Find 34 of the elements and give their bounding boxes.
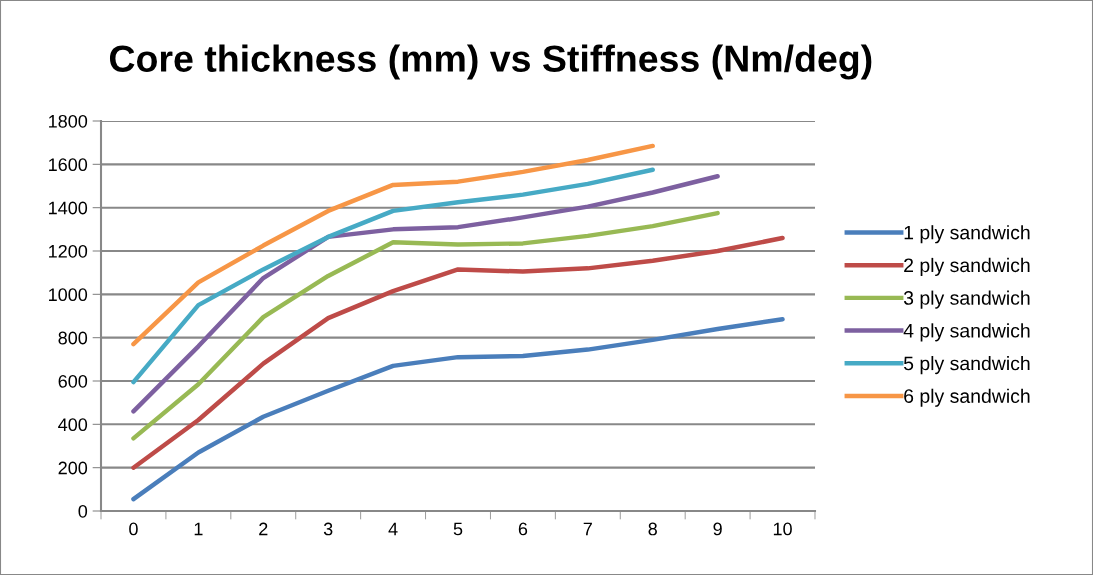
- line-series: [131, 317, 785, 502]
- y-tick-label: 200: [58, 461, 88, 475]
- legend-label: 2 ply sandwich: [904, 257, 1030, 276]
- line-series: [131, 174, 720, 414]
- line-series: [131, 167, 655, 385]
- x-tick-label: 7: [583, 522, 592, 536]
- y-tick-label: 0: [78, 504, 88, 518]
- legend-label: 3 ply sandwich: [903, 290, 1030, 309]
- line-series: [131, 143, 655, 347]
- legend-label: 4 ply sandwich: [903, 323, 1030, 342]
- x-tick-label: 4: [388, 522, 398, 536]
- y-tick-label: 1800: [49, 114, 88, 128]
- y-tick-label: 600: [58, 374, 88, 388]
- x-tick-label: 2: [259, 522, 268, 536]
- legend-label: 6 ply sandwich: [904, 388, 1030, 407]
- legend-label: 5 ply sandwich: [903, 356, 1030, 375]
- y-tick-label: 400: [58, 418, 88, 432]
- y-tick-label: 800: [58, 331, 88, 345]
- chart-title: Core thickness (mm) vs Stiffness (Nm/deg): [109, 44, 872, 80]
- y-tick-label: 1000: [49, 288, 88, 302]
- x-tick-label: 6: [518, 522, 528, 536]
- x-tick-label: 5: [453, 522, 463, 536]
- y-tick-label: 1400: [49, 201, 88, 215]
- y-tick-label: 1200: [49, 244, 88, 258]
- x-tick-label: 0: [129, 522, 138, 536]
- line-series: [131, 235, 785, 470]
- x-tick-label: 10: [773, 522, 792, 536]
- x-tick-label: 9: [713, 522, 722, 536]
- y-tick-label: 1600: [49, 158, 88, 172]
- x-tick-label: 8: [648, 522, 657, 536]
- x-tick-label: 3: [323, 522, 333, 536]
- line-series: [131, 210, 720, 441]
- x-tick-label: 1: [194, 522, 203, 536]
- legend-label: 1 ply sandwich: [904, 225, 1030, 244]
